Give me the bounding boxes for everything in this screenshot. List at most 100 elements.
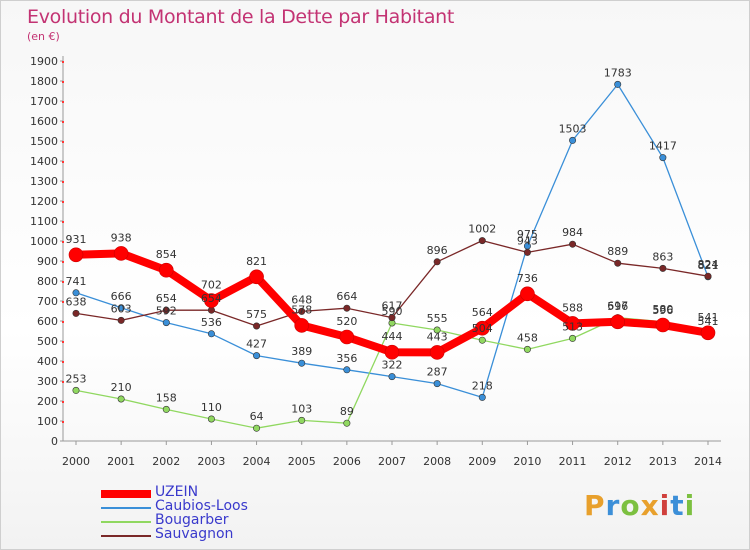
data-point [433,326,441,334]
y-axis-dot [62,281,64,283]
x-tick-label: 2005 [288,455,316,468]
logo-letter: i [684,489,696,522]
data-label: 427 [246,338,267,351]
data-point [207,330,215,338]
data-label: 896 [427,244,448,257]
y-axis-dot [62,221,64,223]
data-point [659,264,667,272]
data-point [298,416,306,424]
data-label: 218 [472,379,493,392]
data-point [569,240,577,248]
y-axis-dot [62,201,64,203]
data-label: 287 [427,366,448,379]
logo-letter: o [620,489,641,522]
x-tick-label: 2006 [333,455,361,468]
data-label: 158 [156,391,177,404]
data-label: 253 [66,372,87,385]
y-tick-label: 1200 [30,195,58,208]
data-point [72,386,80,394]
data-point [478,237,486,245]
x-tick-label: 2013 [649,455,677,468]
x-tick-label: 2007 [378,455,406,468]
data-label: 654 [201,292,222,305]
logo-letter: r [605,489,621,522]
y-tick-label: 500 [37,335,58,348]
line-chart: 0 100 200 300 400 500 600 700 800 900 1000 1100 1200… [30,55,722,468]
data-point [565,316,580,331]
data-point [610,314,626,330]
data-point [478,336,486,344]
data-label: 504 [472,322,493,335]
y-axis-dot [62,301,64,303]
data-point [433,258,441,266]
data-label: 854 [156,248,177,261]
data-point [659,154,667,162]
data-point [339,329,355,345]
legend-label: Caubios-Loos [155,498,248,514]
y-tick-label: 1400 [30,155,58,168]
y-tick-label: 200 [37,395,58,408]
y-axis-dot [62,401,64,403]
data-point [294,318,310,333]
y-axis-dot [62,101,64,103]
data-point [523,248,531,256]
data-label: 654 [156,292,177,305]
data-label: 736 [517,272,538,285]
data-label: 458 [517,331,538,344]
data-point [207,306,215,314]
logo-letter: x [640,489,660,522]
y-tick-label: 1700 [30,95,58,108]
y-axis-dot [62,421,64,423]
data-point [343,419,351,427]
data-point [478,393,486,401]
x-tick-label: 2010 [513,455,541,468]
legend-swatch [101,490,151,498]
y-tick-label: 100 [37,415,58,428]
y-tick-label: 300 [37,375,58,388]
data-point [117,316,125,324]
data-point [204,293,219,308]
x-tick-label: 2001 [107,455,135,468]
data-label: 702 [201,279,222,292]
data-point [298,307,306,315]
data-label: 863 [652,250,673,263]
data-label: 984 [562,226,583,239]
data-point [429,345,445,360]
x-tick-label: 2011 [559,455,587,468]
y-tick-label: 1300 [30,175,58,188]
data-label: 590 [382,305,403,318]
data-label: 575 [246,308,267,321]
data-label: 564 [472,306,493,319]
data-point [162,306,170,314]
y-axis-dot [62,321,64,323]
data-point [569,334,577,342]
legend-label: Sauvagnon [155,526,234,542]
data-label: 938 [111,231,132,244]
x-tick-label: 2012 [604,455,632,468]
x-tick-label: 2003 [197,455,225,468]
chart-title: Evolution du Montant de la Dette par Hab… [27,6,455,28]
data-label: 110 [201,401,222,414]
y-axis-dot [62,141,64,143]
y-tick-label: 1100 [30,215,58,228]
legend-label: UZEIN [155,484,199,500]
data-label: 389 [291,345,312,358]
data-label: 666 [111,290,132,303]
x-tick-label: 2008 [423,455,451,468]
y-axis-dot [62,81,64,83]
y-axis-dot [62,361,64,363]
legend-label: Bougarber [155,512,229,528]
y-tick-label: 700 [37,295,58,308]
data-point [614,80,622,88]
data-label: 889 [607,245,628,258]
data-label: 513 [562,320,583,333]
data-label: 821 [698,259,719,272]
legend-swatch [101,521,151,523]
y-tick-label: 1900 [30,55,58,68]
data-point [523,345,531,353]
y-axis-dot [62,241,64,243]
data-label: 536 [201,316,222,329]
y-axis-dot [62,161,64,163]
data-label: 588 [562,301,583,314]
